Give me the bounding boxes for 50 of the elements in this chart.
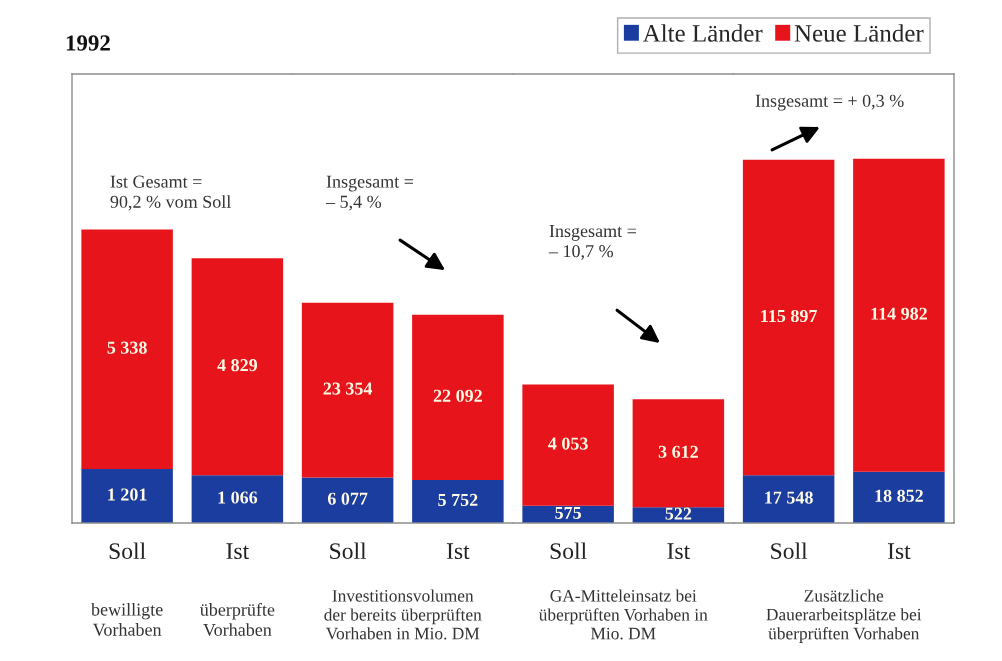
data-label: 22 092 bbox=[433, 389, 482, 402]
data-label: 17 548 bbox=[765, 491, 813, 504]
bar bbox=[191, 475, 284, 523]
data-label: 1 201 bbox=[108, 488, 147, 501]
bar bbox=[301, 302, 394, 478]
data-label: 1 066 bbox=[218, 491, 258, 504]
x-tick-label: Soll bbox=[109, 542, 146, 560]
data-label: 4 829 bbox=[217, 359, 258, 372]
x-tick-label: Soll bbox=[550, 542, 587, 560]
bar bbox=[742, 475, 835, 523]
bar bbox=[412, 479, 504, 523]
x-tick-label: Ist bbox=[446, 543, 470, 560]
annotation: Ist Gesamt = 90,2 % vom Soll bbox=[110, 175, 231, 211]
bar bbox=[632, 399, 725, 508]
data-label: 6 077 bbox=[327, 492, 368, 505]
legend-label: Alte Länder bbox=[642, 24, 763, 42]
bar bbox=[191, 258, 284, 476]
legend-label: Neue Länder bbox=[794, 24, 924, 42]
bar bbox=[742, 159, 835, 476]
bar bbox=[853, 471, 945, 523]
x-tick-label: Soll bbox=[771, 542, 808, 560]
data-label: 23 354 bbox=[323, 382, 373, 395]
text: überprüfte Vorhaben bbox=[200, 602, 275, 637]
bar bbox=[522, 384, 614, 506]
data-label: 575 bbox=[555, 506, 582, 519]
x-tick-label: Ist bbox=[226, 543, 250, 560]
x-tick-label: Ist bbox=[887, 543, 911, 560]
x-axis-title: Zusätzliche Dauerarbeitsplätze bei überprüften Vorhaben bbox=[766, 589, 922, 643]
annotation: Insgesamt = + 0,3 % bbox=[755, 94, 904, 111]
annotation: Insgesamt = – 10,7 % bbox=[548, 225, 636, 260]
annotation: Insgesamt = – 5,4 % bbox=[325, 175, 414, 211]
bar bbox=[81, 469, 173, 523]
data-label: 5 752 bbox=[438, 493, 478, 506]
data-label: 3 612 bbox=[658, 445, 698, 458]
data-label: 115 897 bbox=[761, 309, 818, 323]
x-axis-title: GA-Mitteleinsatz bei überprüften Vorhaben in Mio. DM bbox=[538, 589, 708, 640]
bar bbox=[853, 158, 945, 472]
x-tick-label: Ist bbox=[667, 543, 691, 560]
data-label: 5 338 bbox=[107, 341, 147, 354]
data-label: 4 053 bbox=[548, 437, 588, 450]
chart-title: 1992 bbox=[66, 35, 110, 51]
data-label: 18 852 bbox=[875, 489, 923, 502]
bar bbox=[412, 314, 504, 480]
bar bbox=[301, 477, 394, 523]
x-axis-title: Investitionsvolumen der bereits überprüften Vorhaben in Mio. DM bbox=[324, 589, 482, 640]
text: bewilligte Vorhaben bbox=[91, 602, 163, 636]
bar bbox=[81, 229, 173, 470]
data-label: 522 bbox=[665, 507, 692, 520]
x-tick-label: Soll bbox=[330, 542, 367, 560]
data-label: 114 982 bbox=[871, 307, 927, 320]
